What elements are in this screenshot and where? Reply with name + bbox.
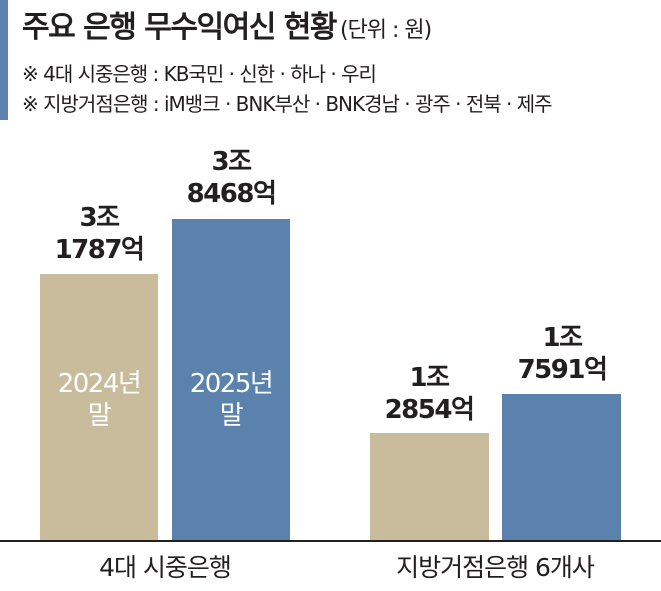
legend-year: 2025년 xyxy=(189,369,274,399)
legend-year: 2024년 xyxy=(57,369,142,399)
value-label-line1: 3조 xyxy=(79,203,120,233)
title-accent-bar xyxy=(0,0,8,120)
value-label-line2: 7591억 xyxy=(517,355,608,385)
value-label-line1: 1조 xyxy=(409,363,450,393)
category-label-commercial: 4대 시중은행 xyxy=(99,553,232,582)
chart-title-main: 주요 은행 무수익여신 현황 xyxy=(22,10,337,45)
bar-regional-2024 xyxy=(370,433,489,540)
legend-suffix: 말 xyxy=(219,401,244,431)
value-label-regional-2025: 1조 7591억 xyxy=(487,322,637,386)
value-label-regional-2024: 1조 2854억 xyxy=(354,362,504,426)
legend-label-2024: 2024년 말 xyxy=(40,368,158,432)
legend-suffix: 말 xyxy=(87,401,112,431)
bar-commercial-2025: 2025년 말 xyxy=(172,219,290,540)
note-commercial-banks: ※ 4대 시중은행 : KB국민 · 신한 · 하나 · 우리 xyxy=(22,62,377,86)
x-axis-baseline xyxy=(0,540,661,542)
value-label-line2: 8468억 xyxy=(186,179,277,209)
value-label-line2: 1787억 xyxy=(54,235,145,265)
value-label-line1: 1조 xyxy=(542,323,583,353)
value-label-line2: 2854억 xyxy=(384,395,475,425)
chart-title: 주요 은행 무수익여신 현황 (단위 : 원) xyxy=(22,2,432,46)
bar-commercial-2024: 2024년 말 xyxy=(40,274,158,540)
category-label-regional: 지방거점은행 6개사 xyxy=(396,553,595,582)
value-label-commercial-2024: 3조 1787억 xyxy=(24,202,174,266)
value-label-commercial-2025: 3조 8468억 xyxy=(156,146,306,210)
bar-regional-2025 xyxy=(502,394,621,540)
legend-label-2025: 2025년 말 xyxy=(172,368,290,432)
note-regional-banks: ※ 지방거점은행 : iM뱅크 · BNK부산 · BNK경남 · 광주 · 전… xyxy=(22,92,553,116)
value-label-line1: 3조 xyxy=(211,147,252,177)
chart-unit: (단위 : 원) xyxy=(339,18,432,43)
